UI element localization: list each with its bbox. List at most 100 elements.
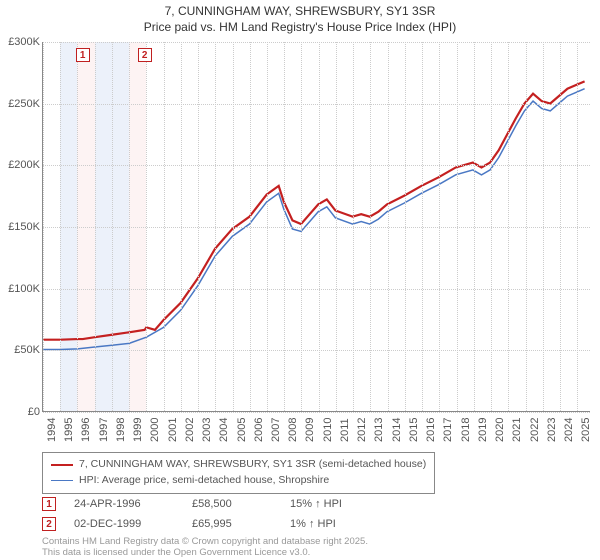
data-row-price-1: £58,500 [192,498,272,510]
x-axis-label: 2019 [477,418,489,442]
x-axis-label: 2004 [218,418,230,442]
x-axis-label: 2001 [167,418,179,442]
footer-text: Contains HM Land Registry data © Crown c… [42,536,368,559]
grid-line-v [508,42,509,411]
x-axis-label: 2007 [270,418,282,442]
grid-line-v [560,42,561,411]
grid-line-v [422,42,423,411]
grid-line-v [43,42,44,411]
grid-line-v [198,42,199,411]
chart-container: 7, CUNNINGHAM WAY, SHREWSBURY, SY1 3SR P… [0,0,600,560]
data-row-diff-1: 15% ↑ HPI [290,498,380,510]
grid-line-h [43,412,590,413]
x-axis-label: 1999 [132,418,144,442]
legend-box: 7, CUNNINGHAM WAY, SHREWSBURY, SY1 3SR (… [42,452,435,494]
x-axis-label: 2025 [580,418,592,442]
y-axis-label: £150K [8,221,40,233]
x-axis-label: 1996 [80,418,92,442]
data-row-marker-2: 2 [42,517,56,531]
grid-line-v [543,42,544,411]
grid-line-v [474,42,475,411]
grid-line-v [388,42,389,411]
data-row-date-2: 02-DEC-1999 [74,518,174,530]
x-axis-label: 2014 [391,418,403,442]
legend-swatch-hpi [51,480,73,481]
x-axis-label: 2023 [546,418,558,442]
x-axis-label: 1998 [115,418,127,442]
grid-line-v [577,42,578,411]
legend-label-hpi: HPI: Average price, semi-detached house,… [79,473,329,489]
x-axis-label: 2005 [236,418,248,442]
x-axis-label: 2009 [304,418,316,442]
grid-line-v [526,42,527,411]
grid-line-v [129,42,130,411]
grid-line-v [233,42,234,411]
footer-line1: Contains HM Land Registry data © Crown c… [42,536,368,547]
chart-marker-2: 2 [138,48,152,62]
x-axis-label: 2012 [356,418,368,442]
grid-line-v [370,42,371,411]
grid-line-v [112,42,113,411]
grid-line-v [405,42,406,411]
legend-label-property: 7, CUNNINGHAM WAY, SHREWSBURY, SY1 3SR (… [79,457,426,473]
x-axis-label: 2017 [442,418,454,442]
grid-line-v [491,42,492,411]
x-axis-label: 2024 [563,418,575,442]
x-axis-label: 2000 [149,418,161,442]
grid-line-v [336,42,337,411]
x-axis-label: 1994 [46,418,58,442]
title-block: 7, CUNNINGHAM WAY, SHREWSBURY, SY1 3SR P… [0,0,600,35]
x-axis-label: 2011 [339,418,351,442]
grid-line-v [181,42,182,411]
x-axis-label: 2016 [425,418,437,442]
y-axis-label: £0 [28,406,40,418]
x-axis-label: 2020 [494,418,506,442]
x-axis-label: 1997 [98,418,110,442]
y-axis-label: £250K [8,98,40,110]
data-rows: 1 24-APR-1996 £58,500 15% ↑ HPI 2 02-DEC… [42,494,380,534]
grid-line-v [77,42,78,411]
grid-line-v [267,42,268,411]
legend-row-property: 7, CUNNINGHAM WAY, SHREWSBURY, SY1 3SR (… [51,457,426,473]
x-axis-label: 2003 [201,418,213,442]
x-axis-label: 2015 [408,418,420,442]
x-axis-label: 2002 [184,418,196,442]
data-row-price-2: £65,995 [192,518,272,530]
legend-swatch-property [51,464,73,466]
grid-line-v [319,42,320,411]
x-axis-label: 2010 [322,418,334,442]
grid-line-v [60,42,61,411]
chart-marker-1: 1 [76,48,90,62]
series-line-hpi [43,89,584,350]
y-axis-label: £200K [8,159,40,171]
y-axis-label: £100K [8,283,40,295]
data-row-marker-1: 1 [42,497,56,511]
grid-line-v [146,42,147,411]
grid-line-v [164,42,165,411]
grid-line-v [95,42,96,411]
grid-line-v [250,42,251,411]
data-row-diff-2: 1% ↑ HPI [290,518,380,530]
x-axis-label: 2008 [287,418,299,442]
y-axis-label: £50K [14,344,40,356]
chart-plot-area: 12 [42,42,590,412]
grid-line-v [215,42,216,411]
grid-line-v [284,42,285,411]
x-axis-label: 2006 [253,418,265,442]
x-axis-label: 2021 [511,418,523,442]
grid-line-v [457,42,458,411]
title-line2: Price paid vs. HM Land Registry's House … [0,20,600,36]
x-axis-label: 2018 [460,418,472,442]
title-line1: 7, CUNNINGHAM WAY, SHREWSBURY, SY1 3SR [0,4,600,20]
y-axis-label: £300K [8,36,40,48]
x-axis-label: 2022 [529,418,541,442]
grid-line-v [301,42,302,411]
x-axis-label: 1995 [63,418,75,442]
series-line-property [43,81,584,339]
data-row-2: 2 02-DEC-1999 £65,995 1% ↑ HPI [42,514,380,534]
grid-line-v [353,42,354,411]
x-axis-label: 2013 [373,418,385,442]
data-row-1: 1 24-APR-1996 £58,500 15% ↑ HPI [42,494,380,514]
data-row-date-1: 24-APR-1996 [74,498,174,510]
footer-line2: This data is licensed under the Open Gov… [42,547,368,558]
